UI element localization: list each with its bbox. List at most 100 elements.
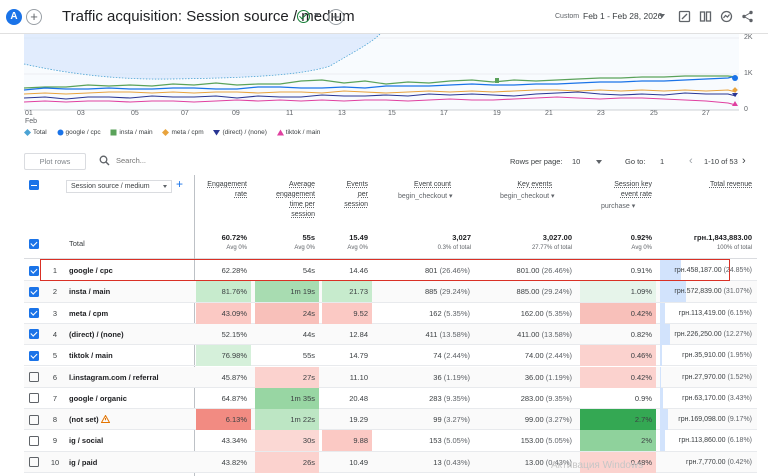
table-row[interactable]: 4 (direct) / (none) 52.15% 44s 12.84 411 (13.…	[24, 323, 757, 346]
events-per-session-cell: 11.10	[349, 372, 368, 382]
col-event-count[interactable]: Event count	[414, 181, 451, 188]
share-icon[interactable]	[741, 10, 754, 23]
triangle-up-icon	[276, 129, 284, 136]
event-count-cell: 13 (0.43%)	[374, 452, 474, 473]
legend-item-tiktok-main[interactable]: tiktok / main	[276, 129, 320, 136]
dimension-selector[interactable]: Session source / medium	[66, 180, 172, 193]
table-row[interactable]: 8 (not set) 6.13% 1m 22s 19.29 99 (3.27%) 99.0…	[24, 409, 757, 431]
total-key-event-rate: 0.92%	[630, 233, 652, 242]
row-number: 4	[52, 329, 58, 339]
col-session-key-event-rate[interactable]: Session key event rate	[614, 181, 652, 198]
compare-icon[interactable]	[699, 10, 712, 23]
events-per-session-cell: 19.29	[349, 415, 368, 425]
key-event-rate-filter[interactable]: purchase ▾	[601, 203, 636, 210]
page-info: 1-10 of 53	[704, 157, 738, 166]
edit-report-icon[interactable]	[678, 10, 691, 23]
date-dropdown-icon[interactable]	[659, 14, 665, 18]
top-header: A + Traffic acquisition: Session source …	[0, 0, 768, 34]
table-row[interactable]: 7 google / organic 64.87% 1m 35s 20.48 283 (9…	[24, 387, 757, 410]
row-checkbox[interactable]	[29, 393, 39, 404]
key-events-percent: (3.27%)	[545, 415, 572, 425]
dimension-value[interactable]: google / cpc	[69, 266, 113, 275]
legend-item-meta-cpm[interactable]: meta / cpm	[162, 129, 204, 136]
row-checkbox[interactable]	[29, 350, 39, 361]
x-tick: 25	[650, 110, 658, 117]
key-events-filter[interactable]: begin_checkout ▾	[500, 193, 555, 200]
legend-item-direct[interactable]: (direct) / (none)	[213, 129, 267, 136]
key-event-rate-cell: 0.9%	[634, 393, 652, 403]
event-count-percent: (13.58%)	[439, 329, 470, 339]
dimension-value[interactable]: (direct) / (none)	[69, 329, 124, 339]
dimension-value[interactable]: ig / social	[69, 436, 104, 446]
row-checkbox[interactable]	[29, 286, 39, 297]
add-comparison-button[interactable]: +	[26, 9, 42, 25]
row-checkbox[interactable]	[29, 414, 39, 425]
total-avg-time: 55s	[302, 233, 315, 242]
avg-engagement-time-cell: 1m 35s	[255, 387, 319, 409]
legend-item-insta-main[interactable]: insta / main	[110, 129, 153, 136]
total-key-events: 3,027.00	[542, 233, 572, 242]
row-checkbox[interactable]	[29, 457, 39, 468]
table-row[interactable]: 3 meta / cpm 43.09% 24s 9.52 162 (5.35%) 162.0…	[24, 302, 757, 324]
total-revenue-cell: грн.7,770.00 (0.42%)	[660, 451, 756, 473]
row-checkbox[interactable]	[29, 372, 39, 382]
title-dropdown-icon[interactable]	[314, 13, 320, 17]
dimension-value[interactable]: l.instagram.com / referral	[69, 372, 159, 382]
key-event-rate-cell: 0.42%	[580, 366, 656, 388]
rows-per-page-select[interactable]: 10	[572, 157, 581, 166]
engagement-rate-cell: 76.98%	[196, 345, 251, 367]
row-checkbox[interactable]	[29, 329, 39, 340]
col-engagement-rate[interactable]: Engagement rate	[207, 181, 247, 198]
select-all-checkbox[interactable]	[29, 180, 39, 190]
insights-icon[interactable]	[720, 10, 733, 23]
col-total-revenue[interactable]: Total revenue	[709, 181, 752, 188]
col-events-per-session[interactable]: Events per session	[344, 181, 368, 208]
key-event-rate-cell: 0.82%	[630, 329, 652, 339]
windows-activation-watermark: Активация Windows	[551, 460, 644, 471]
table-row[interactable]: 5 tiktok / main 76.98% 55s 14.79 74 (2.44%) 74…	[24, 345, 757, 367]
row-checkbox[interactable]	[29, 265, 39, 276]
dimension-value[interactable]: (not set)	[69, 409, 110, 430]
event-count-percent: (26.46%)	[439, 266, 470, 275]
total-checkbox[interactable]	[29, 239, 39, 249]
add-report-button[interactable]: +	[328, 9, 344, 25]
engagement-rate-cell: 43.09%	[196, 302, 251, 324]
search-input[interactable]	[116, 156, 236, 165]
total-revenue-cell: грн.63,170.00 (3.43%)	[660, 387, 756, 409]
previous-page-icon[interactable]: ‹	[689, 155, 693, 167]
date-range-selector[interactable]: Feb 1 - Feb 28, 2026	[583, 11, 663, 21]
dimension-value[interactable]: meta / cpm	[69, 308, 109, 318]
col-key-events[interactable]: Key events	[517, 181, 552, 188]
account-avatar[interactable]: A	[6, 9, 22, 25]
next-page-icon[interactable]: ›	[742, 155, 746, 167]
event-count-cell: 162 (5.35%)	[374, 303, 474, 324]
dimension-value[interactable]: insta / main	[69, 287, 111, 297]
event-count-filter[interactable]: begin_checkout ▾	[398, 193, 453, 200]
line-chart: 2K 1K 0 01 Feb 03 05 07 09 11 13 15 17 1…	[0, 33, 768, 146]
avg-engagement-time-cell: 26s	[255, 451, 319, 473]
col-avg-engagement-time[interactable]: Average engagement time per session	[276, 181, 315, 218]
legend-item-google-cpc[interactable]: google / cpc	[57, 129, 101, 136]
key-events-cell: 885.00 (29.24%)	[476, 281, 576, 302]
key-events-value: 283.00	[520, 393, 546, 403]
plot-rows-button[interactable]: Plot rows	[24, 153, 86, 170]
dimension-value[interactable]: ig / paid	[69, 457, 98, 467]
x-tick: 03	[77, 110, 85, 117]
table-row[interactable]: 9 ig / social 43.34% 30s 9.88 153 (5.05%) 153.…	[24, 430, 757, 452]
table-row[interactable]: 6 l.instagram.com / referral 45.87% 27s 11.1…	[24, 366, 757, 388]
dimension-value[interactable]: google / organic	[69, 393, 127, 403]
table-row[interactable]: 10 ig / paid 43.82% 26s 10.49 13 (0.43%) 13.00…	[24, 451, 757, 473]
goto-input[interactable]: 1	[660, 157, 665, 166]
row-checkbox[interactable]	[29, 435, 39, 446]
chevron-down-icon[interactable]	[596, 160, 602, 164]
events-per-session-cell: 9.52	[322, 302, 372, 324]
legend-item-total[interactable]: Total	[24, 129, 47, 136]
row-checkbox[interactable]	[29, 308, 39, 319]
table-row[interactable]: 2 insta / main 81.76% 1m 19s 21.73 885 (29.24…	[24, 281, 757, 303]
add-dimension-button[interactable]: +	[176, 177, 184, 191]
total-revenue-cell: грн.458,187.00 (24.85%)	[660, 260, 756, 281]
total-revenue-cell: грн.35,910.00 (1.95%)	[660, 345, 756, 367]
total-revenue-percent: (12.27%)	[723, 330, 752, 338]
dimension-value[interactable]: tiktok / main	[69, 351, 113, 361]
key-events-cell: 13.00 (0.43%)	[476, 452, 576, 473]
